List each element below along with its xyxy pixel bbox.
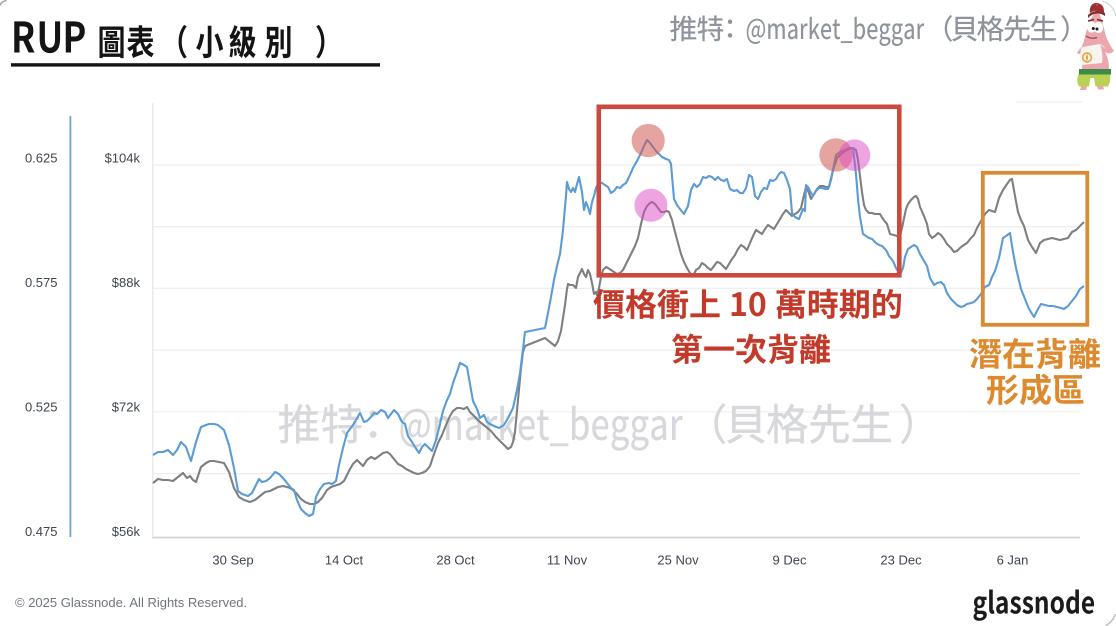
- svg-text:9 Dec: 9 Dec: [773, 553, 807, 568]
- svg-text:25 Nov: 25 Nov: [657, 553, 699, 568]
- svg-text:$104k: $104k: [105, 150, 141, 165]
- svg-text:0.625: 0.625: [25, 150, 58, 165]
- svg-text:6 Jan: 6 Jan: [997, 553, 1029, 568]
- svg-text:23 Dec: 23 Dec: [880, 553, 922, 568]
- svg-text:$56k: $56k: [112, 524, 141, 539]
- svg-text:© 2025 Glassnode. All Rights R: © 2025 Glassnode. All Rights Reserved.: [15, 595, 247, 610]
- svg-text:$88k: $88k: [112, 275, 141, 290]
- svg-text:0.525: 0.525: [25, 399, 58, 414]
- svg-text:11 Nov: 11 Nov: [547, 553, 588, 568]
- svg-text:0.575: 0.575: [25, 275, 58, 290]
- svg-text:30 Sep: 30 Sep: [212, 553, 253, 568]
- svg-text:0.475: 0.475: [25, 524, 58, 539]
- svg-text:28 Oct: 28 Oct: [436, 553, 475, 568]
- svg-text:$72k: $72k: [112, 399, 141, 414]
- svg-text:14 Oct: 14 Oct: [325, 553, 364, 568]
